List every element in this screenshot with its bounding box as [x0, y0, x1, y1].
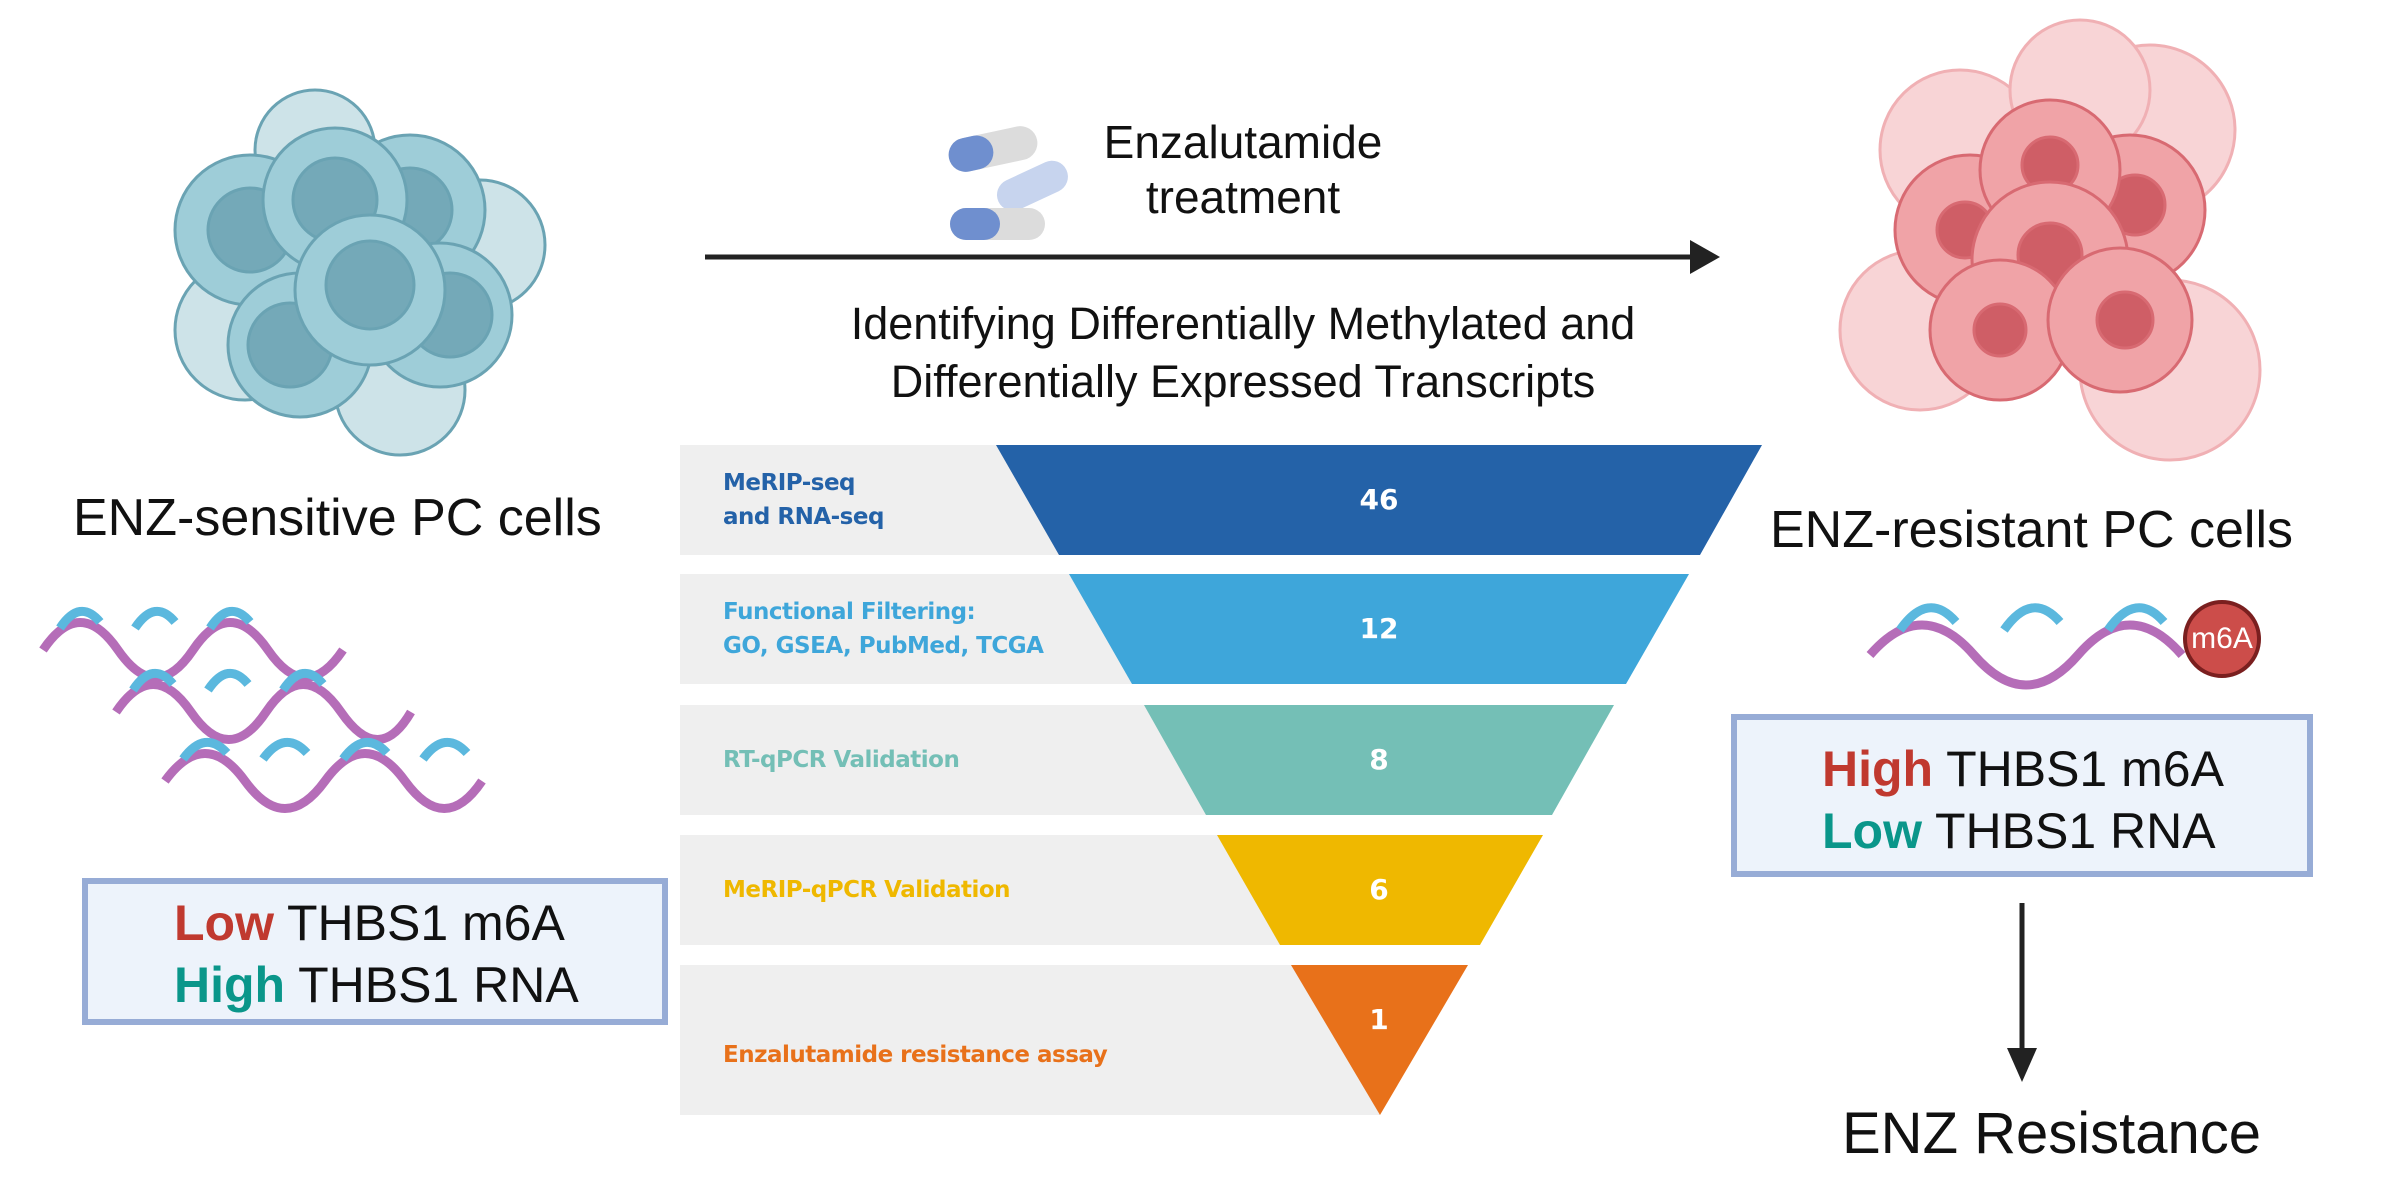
m6a-level: Low [174, 895, 274, 951]
m6a-level: High [1822, 741, 1934, 797]
sensitive-status-box: Low THBS1 m6A High THBS1 RNA [82, 878, 668, 1025]
rna-strands-icon [39, 607, 486, 813]
funnel-stage-5-shape [1291, 965, 1468, 1115]
funnel-label-line: MeRIP-qPCR Validation [723, 877, 1011, 903]
funnel-stage-4-shape [1217, 835, 1543, 945]
funnel-stage-2-shape [1069, 574, 1689, 684]
treatment-line-1: Enzalutamide [1103, 116, 1383, 168]
funnel-label-line: GO, GSEA, PubMed, TCGA [723, 633, 1044, 659]
m6a-label: THBS1 m6A [273, 895, 565, 951]
funnel-label-line: Enzalutamide resistance assay [723, 1042, 1108, 1068]
treatment-line-2: treatment [1145, 171, 1341, 223]
funnel-label-line: RT-qPCR Validation [723, 747, 960, 773]
funnel-label-line: MeRIP-seq [723, 470, 856, 496]
resistant-status-box: High THBS1 m6A Low THBS1 RNA [1731, 714, 2313, 877]
funnel-stage-5-label: Enzalutamide resistance assay [723, 1038, 1108, 1072]
sensitive-cells-icon [173, 88, 547, 457]
funnel-stage-1-shape [996, 445, 1762, 555]
resistant-cells-title: ENZ-resistant PC cells [1770, 501, 2293, 559]
funnel-stage-3-count: 8 [1369, 743, 1389, 776]
funnel-stage-2-label: Functional Filtering: GO, GSEA, PubMed, T… [723, 595, 1044, 663]
treatment-arrowhead [1690, 240, 1720, 274]
funnel-stage-2-count: 12 [1359, 612, 1399, 645]
rna-level: Low [1822, 803, 1922, 859]
pills-icon [948, 126, 1068, 240]
rna-level: High [174, 957, 286, 1013]
funnel-label-line: and RNA-seq [723, 504, 884, 530]
funnel-stage-3-label: RT-qPCR Validation [723, 743, 960, 777]
rna-label: THBS1 RNA [1921, 803, 2216, 859]
outcome-arrowhead [2007, 1048, 2037, 1082]
funnel-stage-4-label: MeRIP-qPCR Validation [723, 873, 1011, 907]
funnel-stage-1-label: MeRIP-seq and RNA-seq [723, 466, 884, 534]
funnel-stage-1-count: 46 [1359, 483, 1399, 516]
resistant-cells-icon [1838, 18, 2262, 462]
m6a-badge: m6A [2191, 622, 2253, 655]
funnel-label-line: Functional Filtering: [723, 599, 976, 625]
funnel-stage-3-shape [1144, 705, 1614, 815]
sensitive-cells-title: ENZ-sensitive PC cells [73, 489, 602, 547]
enz-resistance-label: ENZ Resistance [1842, 1101, 2262, 1166]
rna-label: THBS1 RNA [285, 957, 579, 1013]
heading-line-2: Differentially Expressed Transcripts [890, 356, 1596, 407]
funnel-stage-5-count: 1 [1369, 1003, 1389, 1036]
methylated-rna-icon [1866, 600, 2261, 690]
funnel-stage-4-count: 6 [1369, 873, 1389, 906]
m6a-label: THBS1 m6A [1933, 741, 2224, 797]
treatment-label: Enzalutamide treatment [1040, 115, 1446, 225]
heading-line-1: Identifying Differentially Methylated an… [850, 298, 1636, 349]
funnel-heading: Identifying Differentially Methylated an… [743, 295, 1743, 411]
